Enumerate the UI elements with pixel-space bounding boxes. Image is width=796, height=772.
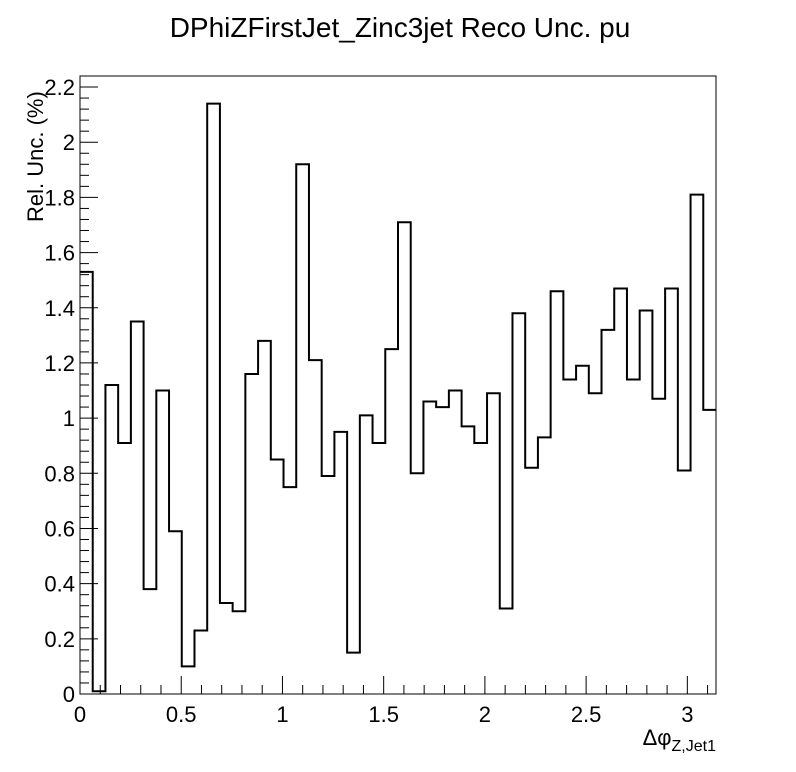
y-tick-label: 1 (63, 406, 75, 431)
x-tick-label: 1 (276, 702, 288, 727)
y-tick-label: 0 (63, 682, 75, 707)
x-tick-label: 2.5 (571, 702, 602, 727)
y-tick-label: 2.2 (44, 75, 75, 100)
y-tick-label: 1.6 (44, 241, 75, 266)
histogram-line (80, 102, 716, 693)
x-axis-label-main: Δφ (643, 725, 672, 750)
chart-title: DPhiZFirstJet_Zinc3jet Reco Unc. pu (170, 12, 631, 43)
y-tick-label: 1.8 (44, 185, 75, 210)
y-tick-label: 1.4 (44, 296, 75, 321)
y-tick-label: 0.2 (44, 627, 75, 652)
y-tick-label: 0.8 (44, 461, 75, 486)
y-axis-ticks (80, 75, 98, 695)
x-axis-tick-labels: 0 0.5 1 1.5 2 2.5 3 (74, 702, 694, 727)
y-axis-label: Rel. Unc. (%) (23, 91, 48, 222)
x-tick-label: 3 (681, 702, 693, 727)
x-tick-label: 1.5 (368, 702, 399, 727)
y-tick-label: 1.2 (44, 351, 75, 376)
x-tick-label: 0 (74, 702, 86, 727)
y-tick-label: 0.6 (44, 516, 75, 541)
x-tick-label: 0.5 (166, 702, 197, 727)
plot-frame (79, 75, 717, 695)
x-axis-label: ΔφZ,Jet1 (643, 725, 717, 755)
y-tick-label: 0.4 (44, 572, 75, 597)
x-axis-label-subscript: Z,Jet1 (672, 738, 717, 755)
y-tick-label: 2 (63, 130, 75, 155)
y-axis-tick-labels: 0 0.2 0.4 0.6 0.8 1 1.2 1.4 1.6 1.8 2 2.2 (44, 75, 75, 707)
x-tick-label: 2 (479, 702, 491, 727)
x-axis-ticks (79, 676, 709, 694)
